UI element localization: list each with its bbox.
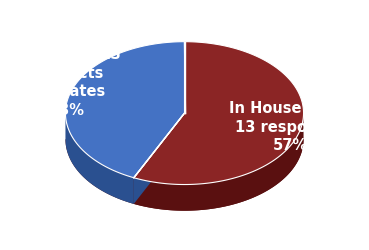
Polygon shape: [134, 42, 304, 184]
Polygon shape: [134, 113, 184, 204]
Polygon shape: [134, 113, 184, 204]
Polygon shape: [65, 139, 304, 211]
Text: Vendor RCRS
Products
10 states
43%: Vendor RCRS Products 10 states 43%: [13, 47, 121, 118]
Text: In House RCRS
13 responses
57%: In House RCRS 13 responses 57%: [230, 101, 351, 153]
Polygon shape: [65, 113, 134, 204]
Polygon shape: [65, 42, 184, 178]
Polygon shape: [134, 114, 304, 211]
